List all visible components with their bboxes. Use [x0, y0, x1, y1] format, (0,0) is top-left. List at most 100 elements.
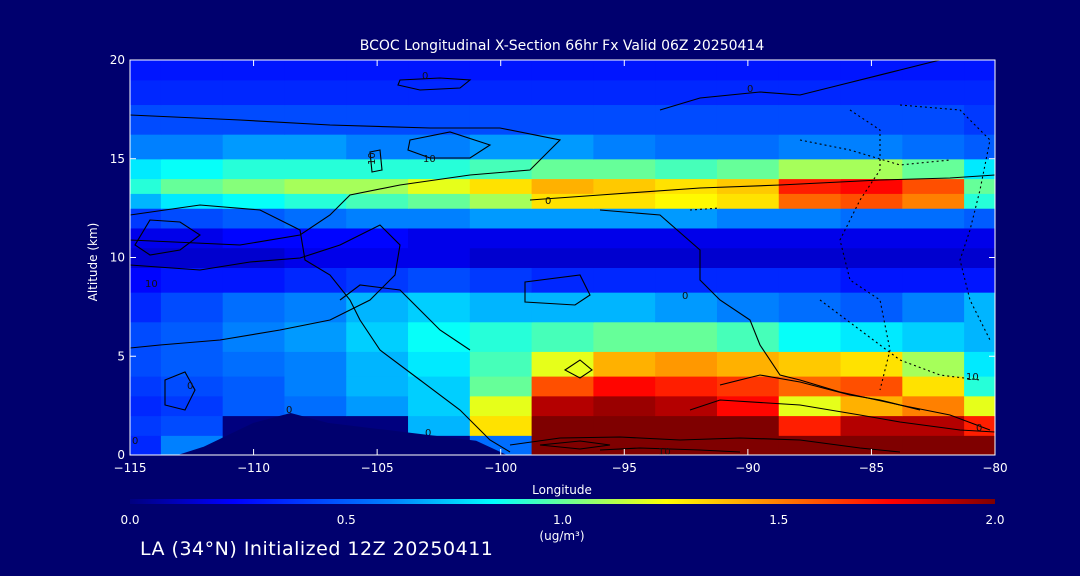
- heatmap-cell: [531, 79, 594, 106]
- heatmap-cell: [531, 292, 594, 323]
- heatmap-cell: [902, 321, 965, 352]
- contour-line: [819, 299, 981, 381]
- heatmap-cell: [130, 134, 162, 160]
- y-axis: 0 5 10 15 20: [110, 53, 995, 462]
- heatmap-cell: [593, 193, 656, 209]
- heatmap-cell: [222, 292, 286, 323]
- y-tick-label: 0: [117, 448, 125, 462]
- heatmap-cell: [964, 104, 995, 135]
- heatmap-cell: [130, 415, 162, 436]
- heatmap-cell: [840, 208, 903, 229]
- heatmap-cell: [778, 193, 842, 209]
- heatmap-cell: [222, 208, 286, 229]
- heatmap-cell: [130, 104, 162, 135]
- heatmap-cell: [531, 415, 594, 436]
- heatmap-cell: [840, 193, 903, 209]
- heatmap-cell: [531, 247, 594, 268]
- contour-line: [369, 149, 383, 173]
- heatmap-cell: [655, 158, 718, 180]
- x-tick-label: −100: [484, 461, 517, 475]
- heatmap-cell: [130, 351, 162, 377]
- heatmap-cell: [222, 158, 286, 180]
- heatmap-cell: [778, 60, 842, 81]
- y-axis-label: Altitude (km): [86, 223, 100, 302]
- heatmap-cell: [408, 60, 471, 81]
- heatmap-cell: [716, 227, 780, 249]
- heatmap-cell: [964, 60, 995, 81]
- heatmap-cell: [531, 227, 594, 249]
- heatmap-cell: [531, 395, 594, 417]
- heatmap-cell: [840, 292, 903, 323]
- heatmap-cell: [531, 134, 594, 160]
- heatmap-cell: [593, 134, 656, 160]
- heatmap-cell: [531, 321, 594, 352]
- heatmap-cell: [222, 376, 286, 397]
- heatmap-cell: [655, 292, 718, 323]
- heatmap-cell: [160, 193, 224, 209]
- heatmap-cell: [160, 227, 224, 249]
- heatmap-cell: [408, 321, 471, 352]
- heatmap-cell: [964, 178, 995, 194]
- contour-line: [563, 359, 593, 379]
- heatmap-cell: [778, 227, 842, 249]
- x-tick-label: −105: [361, 461, 394, 475]
- y-tick-label: 10: [110, 251, 125, 265]
- heatmap-cell: [655, 321, 718, 352]
- contour-label: 0: [425, 428, 431, 439]
- heatmap-cell: [964, 351, 995, 377]
- heatmap-cell: [469, 415, 533, 436]
- x-tick-label: −80: [982, 461, 1007, 475]
- contour-line: [339, 284, 471, 351]
- contour-label: 0: [545, 196, 551, 207]
- contour-line: [397, 77, 472, 91]
- contour-line: [689, 207, 721, 211]
- heatmap-cell: [778, 178, 842, 194]
- heatmap-cell: [531, 351, 594, 377]
- heatmap-cell: [160, 321, 224, 352]
- heatmap-cell: [346, 193, 409, 209]
- heatmap-cell: [346, 158, 409, 180]
- x-tick-label: −110: [237, 461, 270, 475]
- heatmap-cell: [284, 193, 347, 209]
- heatmap-cell: [778, 435, 842, 455]
- heatmap-cell: [840, 79, 903, 106]
- heatmap-cell: [964, 247, 995, 268]
- contour-line: [529, 174, 995, 201]
- heatmap-cell: [160, 158, 224, 180]
- heatmap-cell: [655, 134, 718, 160]
- heatmap-cell: [593, 104, 656, 135]
- heatmap-cell: [902, 435, 965, 455]
- heatmap-cell: [130, 60, 162, 81]
- heatmap-cell: [346, 60, 409, 81]
- heatmap-cell: [469, 267, 533, 293]
- heatmap-cell: [160, 247, 224, 268]
- heatmap-cell: [716, 435, 780, 455]
- heatmap-cell: [716, 351, 780, 377]
- heatmap-cell: [130, 158, 162, 180]
- heatmap-cell: [655, 395, 718, 417]
- heatmap-cell: [655, 193, 718, 209]
- heatmap-cell: [284, 351, 347, 377]
- heatmap-cell: [902, 193, 965, 209]
- heatmap-cell: [160, 79, 224, 106]
- heatmap-cell: [130, 208, 162, 229]
- heatmap-cell: [840, 395, 903, 417]
- heatmap-cell: [531, 178, 594, 194]
- heatmap-cell: [902, 208, 965, 229]
- heatmap-cell: [902, 415, 965, 436]
- heatmap-cell: [840, 415, 903, 436]
- heatmap-cell: [346, 227, 409, 249]
- colorbar-ticks: 0.0 0.5 1.0 1.5 2.0: [120, 513, 1004, 527]
- heatmap-cell: [346, 79, 409, 106]
- heatmap-cell: [284, 104, 347, 135]
- heatmap-cells: [130, 60, 995, 455]
- heatmap-cell: [346, 104, 409, 135]
- heatmap-cell: [655, 60, 718, 81]
- y-tick-label: 20: [110, 53, 125, 67]
- x-axis: −115 −110 −105 −100 −95 −90 −85 −80: [114, 60, 1008, 475]
- contour-line: [899, 104, 991, 341]
- heatmap-cell: [593, 60, 656, 81]
- contour-line: [689, 399, 995, 433]
- heatmap-cell: [222, 247, 286, 268]
- x-tick-label: −85: [859, 461, 884, 475]
